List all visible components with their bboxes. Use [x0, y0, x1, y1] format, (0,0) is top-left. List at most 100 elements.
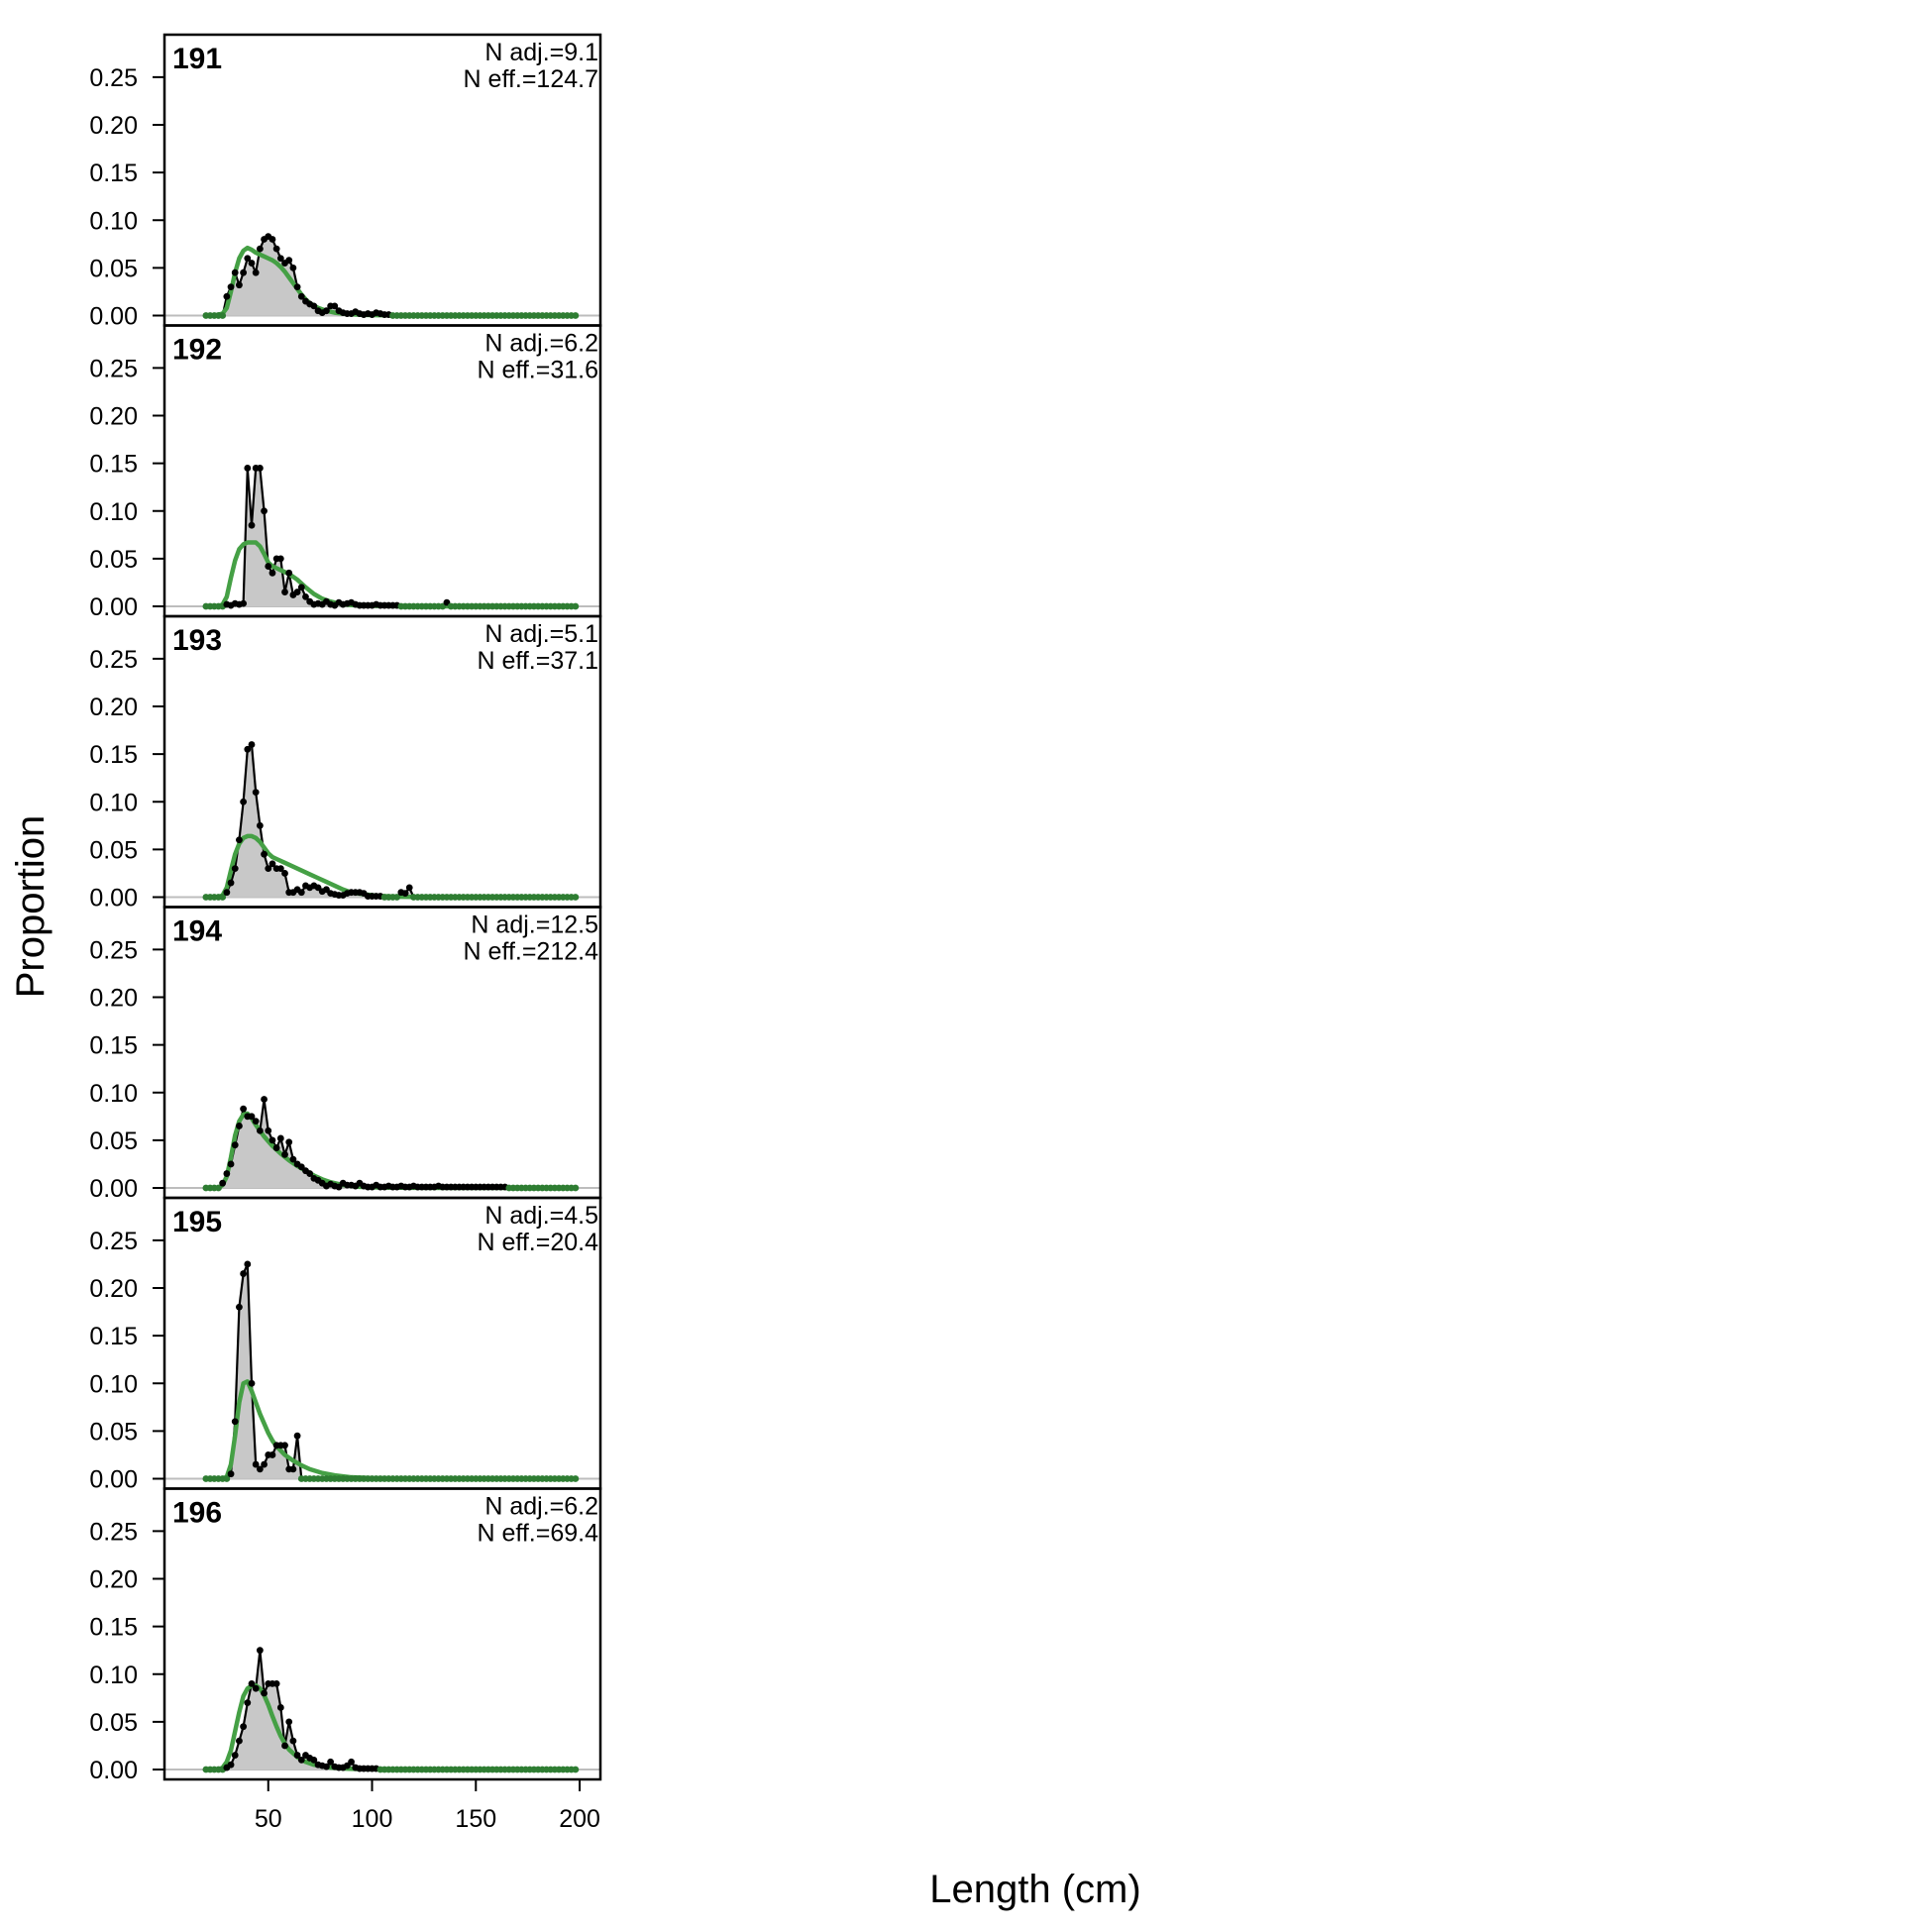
n-adj-label: N adj.=4.5 — [484, 1202, 598, 1230]
observed-point — [231, 1752, 239, 1759]
observed-point — [256, 1465, 264, 1473]
observed-point — [268, 569, 276, 577]
y-tick-label: 0.25 — [89, 1228, 138, 1255]
n-adj-label: N adj.=12.5 — [471, 912, 598, 939]
y-tick-label: 0.00 — [89, 885, 138, 912]
y-tick-label: 0.20 — [89, 1566, 138, 1594]
observed-point — [240, 268, 248, 276]
observed-point — [248, 521, 256, 529]
y-tick-label: 0.20 — [89, 112, 138, 140]
observed-point — [276, 1134, 284, 1142]
observed-point — [231, 865, 239, 873]
observed-point — [227, 1470, 235, 1478]
y-tick-label: 0.00 — [89, 1175, 138, 1203]
y-tick-label: 0.00 — [89, 1757, 138, 1784]
observed-point — [223, 1475, 231, 1482]
observed-point — [297, 292, 305, 300]
n-adj-label: N adj.=9.1 — [484, 39, 598, 66]
observed-point — [276, 1704, 284, 1711]
x-tick-label: 200 — [559, 1805, 600, 1833]
observed-point — [231, 1141, 239, 1149]
observed-point — [323, 307, 330, 315]
observed-point — [256, 821, 264, 829]
observed-point — [281, 1150, 288, 1158]
observed-point — [240, 1270, 248, 1277]
observed-point — [281, 589, 288, 595]
observed-point — [240, 599, 248, 607]
y-tick-label: 0.15 — [89, 1323, 138, 1350]
y-tick-label: 0.15 — [89, 741, 138, 769]
observed-point — [276, 865, 284, 873]
observed-point — [227, 283, 235, 291]
observed-point — [272, 1144, 280, 1151]
observed-point — [572, 1475, 580, 1482]
observed-point — [572, 894, 580, 901]
observed-point — [236, 281, 243, 289]
observed-point — [261, 1689, 268, 1697]
observed-point — [572, 312, 580, 319]
observed-point — [276, 555, 284, 563]
observed-point — [285, 1138, 293, 1146]
observed-point — [261, 850, 268, 858]
y-tick-label: 0.25 — [89, 646, 138, 674]
y-tick-label: 0.25 — [89, 64, 138, 92]
panel-label: 193 — [172, 624, 222, 657]
x-tick-label: 50 — [255, 1805, 282, 1833]
observed-point — [244, 255, 252, 263]
observed-point — [256, 1647, 264, 1655]
observed-point — [236, 1303, 243, 1311]
n-eff-label: N eff.=31.6 — [477, 357, 598, 384]
observed-point — [293, 283, 301, 291]
n-eff-label: N eff.=124.7 — [464, 65, 598, 93]
observed-point — [252, 268, 260, 276]
observed-point — [285, 1718, 293, 1726]
n-adj-label: N adj.=6.2 — [484, 1493, 598, 1521]
observed-point — [289, 1737, 297, 1745]
y-tick-label: 0.00 — [89, 303, 138, 331]
observed-point — [248, 1113, 256, 1121]
observed-point — [268, 1136, 276, 1144]
observed-point — [219, 312, 227, 319]
observed-point — [572, 1766, 580, 1773]
observed-point — [227, 879, 235, 887]
y-tick-label: 0.05 — [89, 1127, 138, 1155]
n-eff-label: N eff.=20.4 — [477, 1229, 598, 1256]
observed-point — [310, 1756, 318, 1764]
observed-point — [302, 592, 309, 600]
observed-point — [293, 1432, 301, 1440]
observed-point — [265, 1127, 272, 1134]
observed-fill — [205, 1263, 576, 1479]
observed-point — [331, 302, 339, 310]
y-tick-label: 0.05 — [89, 836, 138, 864]
observed-point — [244, 1699, 252, 1707]
observed-point — [401, 890, 409, 898]
panel-196: 0.00 0.05 0.10 0.15 0.20 0.25 196 N adj.=6.2N e… — [89, 1487, 602, 1784]
observed-point — [261, 1460, 268, 1468]
y-tick-label: 0.25 — [89, 355, 138, 382]
x-tick-label: 100 — [352, 1805, 393, 1833]
observed-point — [236, 1737, 243, 1745]
observed-point — [276, 255, 284, 263]
y-tick-label: 0.20 — [89, 1275, 138, 1303]
y-tick-label: 0.05 — [89, 255, 138, 282]
observed-point — [240, 798, 248, 805]
observed-point — [219, 1179, 227, 1187]
observed-point — [261, 507, 268, 515]
y-tick-label: 0.10 — [89, 1662, 138, 1689]
observed-point — [244, 745, 252, 753]
observed-point — [572, 602, 580, 610]
observed-point — [405, 884, 413, 892]
observed-point — [252, 1118, 260, 1126]
panel-191: 0.00 0.05 0.10 0.15 0.20 0.25 191 N adj.=9.1N e… — [89, 33, 602, 331]
n-adj-label: N adj.=6.2 — [484, 330, 598, 358]
y-tick-label: 0.15 — [89, 1614, 138, 1642]
observed-point — [227, 1761, 235, 1769]
observed-line — [205, 1262, 576, 1480]
observed-point — [289, 1465, 297, 1473]
panel-label: 196 — [172, 1497, 222, 1530]
observed-point — [297, 889, 305, 897]
x-tick-label: 150 — [455, 1805, 496, 1833]
y-tick-label: 0.05 — [89, 1709, 138, 1737]
y-tick-label: 0.10 — [89, 1370, 138, 1398]
observed-point — [293, 1752, 301, 1759]
